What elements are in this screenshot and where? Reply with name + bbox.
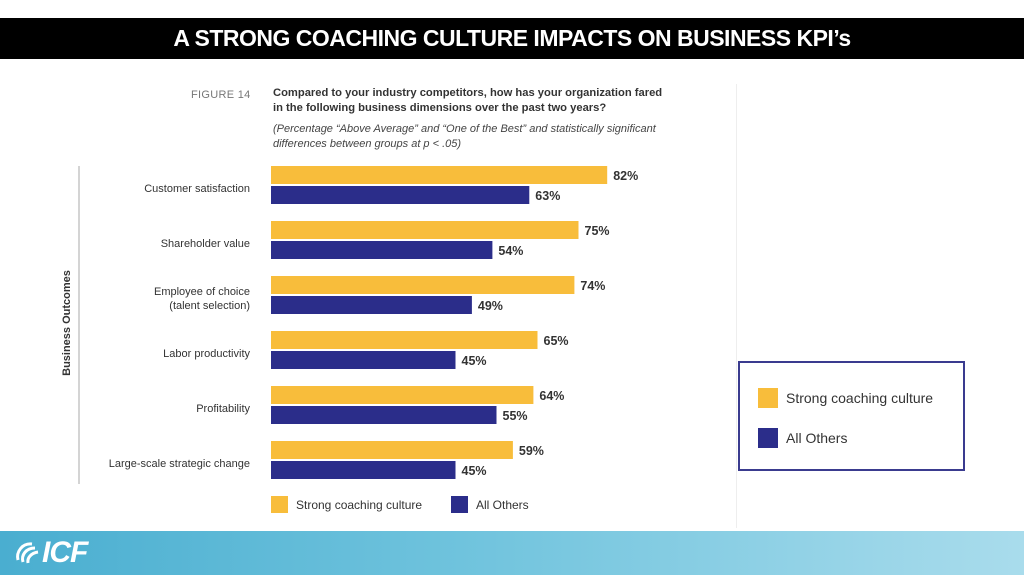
data-label: 49%	[478, 299, 503, 313]
globe-swirl-icon	[16, 542, 39, 564]
panel-divider	[736, 84, 737, 528]
category-label: Labor productivity	[163, 348, 250, 360]
chart-legend-label: Strong coaching culture	[296, 498, 422, 512]
bar-strong-coaching	[271, 441, 513, 459]
chart-legend-swatch	[451, 496, 468, 513]
data-label: 45%	[462, 354, 487, 368]
bar-strong-coaching	[271, 331, 538, 349]
category-label-line: Large-scale strategic change	[109, 458, 250, 470]
category-label-line: Shareholder value	[161, 238, 250, 250]
chart-legend-swatch	[271, 496, 288, 513]
legend-item-others: All Others	[758, 428, 847, 448]
bar-all-others	[271, 461, 456, 479]
category-label: Customer satisfaction	[144, 183, 250, 195]
data-label: 55%	[503, 409, 528, 423]
legend-item-strong: Strong coaching culture	[758, 388, 933, 408]
data-label: 45%	[462, 464, 487, 478]
category-label-line: Labor productivity	[163, 348, 250, 360]
bar-strong-coaching	[271, 386, 534, 404]
category-label: Large-scale strategic change	[109, 458, 250, 470]
title-bar: A STRONG COACHING CULTURE IMPACTS ON BUS…	[0, 18, 1024, 59]
category-label-line: Customer satisfaction	[144, 183, 250, 195]
legend-label-strong: Strong coaching culture	[786, 390, 934, 406]
data-label: 64%	[539, 389, 564, 403]
category-label-line: Employee of choice	[154, 286, 250, 298]
y-axis-title: Business Outcomes	[61, 270, 73, 376]
legend-label-others: All Others	[786, 430, 848, 446]
data-label: 82%	[613, 169, 638, 183]
chart-legend-label: All Others	[476, 498, 529, 512]
category-label-line: (talent selection)	[169, 300, 250, 312]
bar-all-others	[271, 296, 472, 314]
slide-title: A STRONG COACHING CULTURE IMPACTS ON BUS…	[173, 25, 851, 51]
survey-note: (Percentage “Above Average” and “One of …	[273, 123, 656, 150]
bar-all-others	[271, 406, 497, 424]
category-label: Shareholder value	[161, 238, 250, 250]
data-label: 74%	[580, 279, 605, 293]
bar-chart: Business Outcomes Customer satisfaction 82…	[61, 166, 638, 513]
logo-text: ICF	[42, 536, 88, 569]
footer-band	[0, 531, 1024, 575]
data-label: 75%	[585, 224, 610, 238]
figure-label: FIGURE 14	[191, 89, 251, 101]
bar-all-others	[271, 186, 530, 204]
bar-strong-coaching	[271, 276, 575, 294]
icf-logo: ICF	[14, 536, 88, 570]
bar-strong-coaching	[271, 221, 579, 239]
external-legend-box: Strong coaching culture All Others	[738, 361, 965, 471]
category-label: Employee of choice (talent selection)	[154, 286, 250, 312]
data-label: 54%	[498, 244, 523, 258]
bar-all-others	[271, 351, 456, 369]
data-label: 63%	[535, 189, 560, 203]
data-label: 65%	[544, 334, 569, 348]
bar-strong-coaching	[271, 166, 608, 184]
legend-swatch-strong	[758, 388, 778, 408]
legend-swatch-others	[758, 428, 778, 448]
survey-question: Compared to your industry competitors, h…	[273, 87, 663, 114]
data-label: 59%	[519, 444, 544, 458]
category-label: Profitability	[196, 403, 250, 415]
category-label-line: Profitability	[196, 403, 250, 415]
bar-all-others	[271, 241, 493, 259]
